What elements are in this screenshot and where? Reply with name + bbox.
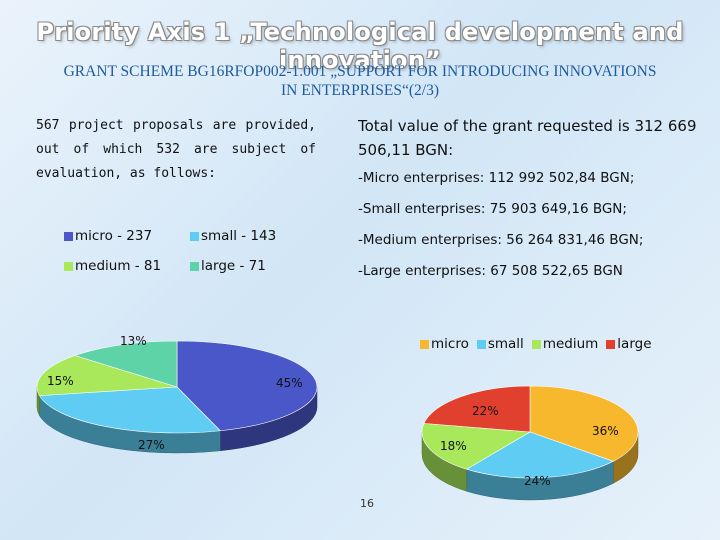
value-pie-legend: micro small medium large [420,336,652,352]
count-legend-item: large - 71 [190,258,266,274]
count-legend-label: medium - 81 [75,258,162,274]
slide-subtitle: GRANT SCHEME BG16RFOP002-1.001 „SUPPORT … [20,62,700,100]
subtitle-line-1: GRANT SCHEME BG16RFOP002-1.001 „SUPPORT … [63,63,657,80]
legend-swatch-micro [64,231,73,241]
breakdown-label: -Medium enterprises: [358,232,502,248]
intro-text: 567 project proposals are provided, out … [36,118,316,181]
pie-slice-small [465,431,614,479]
breakdown-label: -Micro enterprises: [358,170,485,186]
subtitle-line-2: IN ENTERPRISES“(2/3) [280,82,439,99]
pie-slice-micro [176,340,318,432]
value-legend-item: large [606,336,652,352]
value-legend-label: medium [542,336,599,352]
pie-label-small: 24% [524,474,551,488]
pie-slice-large [423,385,531,433]
pie-label-medium: 15% [47,374,74,388]
count-legend-item: medium - 81 [64,258,161,274]
pie-label-large: 22% [472,404,499,418]
pie-slice-medium [36,355,178,396]
breakdown-value: 112 992 502,84 BGN; [488,170,635,186]
breakdown-small: -Small enterprises: 75 903 649,16 BGN; [358,199,698,230]
legend-swatch-small [476,339,486,349]
count-legend-label: small - 143 [201,228,277,244]
count-legend-item: micro - 237 [64,228,152,244]
count-legend-label: large - 71 [201,258,266,274]
breakdown-large: -Large enterprises: 67 508 522,65 BGN [358,261,698,292]
pie-slice-large [73,340,178,388]
value-legend-item: medium [531,336,599,352]
totals-block: Total value of the grant requested is 31… [358,114,698,292]
value-legend-item: micro [420,336,469,352]
value-legend-label: micro [431,336,469,352]
breakdown-value: 56 264 831,46 BGN; [506,232,644,248]
pie-label-large: 13% [120,334,147,348]
pie-label-medium: 18% [440,439,467,453]
pie-slice-medium [421,423,531,470]
legend-swatch-large [606,339,616,349]
count-legend-label: micro - 237 [75,228,153,244]
pie-slice-small [38,386,221,434]
breakdown-value: 75 903 649,16 BGN; [489,201,627,217]
count-legend-item: small - 143 [190,228,276,244]
breakdown-value: 67 508 522,65 BGN [490,263,623,279]
slide-title: Priority Axis 1 „Technological developme… [36,18,684,74]
legend-swatch-large [190,261,199,271]
breakdown-micro: -Micro enterprises: 112 992 502,84 BGN; [358,168,698,199]
legend-swatch-small [190,231,199,241]
breakdown-medium: -Medium enterprises: 56 264 831,46 BGN; [358,230,698,261]
legend-swatch-medium [531,339,541,349]
pie-label-small: 27% [138,438,165,452]
pie-label-micro: 45% [276,376,303,390]
breakdown-label: -Small enterprises: [358,201,486,217]
page-number: 16 [360,497,374,510]
value-legend-item: small [476,336,524,352]
breakdown-label: -Large enterprises: [358,263,486,279]
value-legend-label: large [617,336,652,352]
totals-heading: Total value of the grant requested is 31… [358,117,697,159]
value-legend-label: small [487,336,524,352]
pie-slice-micro [529,385,639,462]
legend-swatch-medium [64,261,73,271]
legend-swatch-micro [420,339,429,349]
pie-label-micro: 36% [592,424,619,438]
